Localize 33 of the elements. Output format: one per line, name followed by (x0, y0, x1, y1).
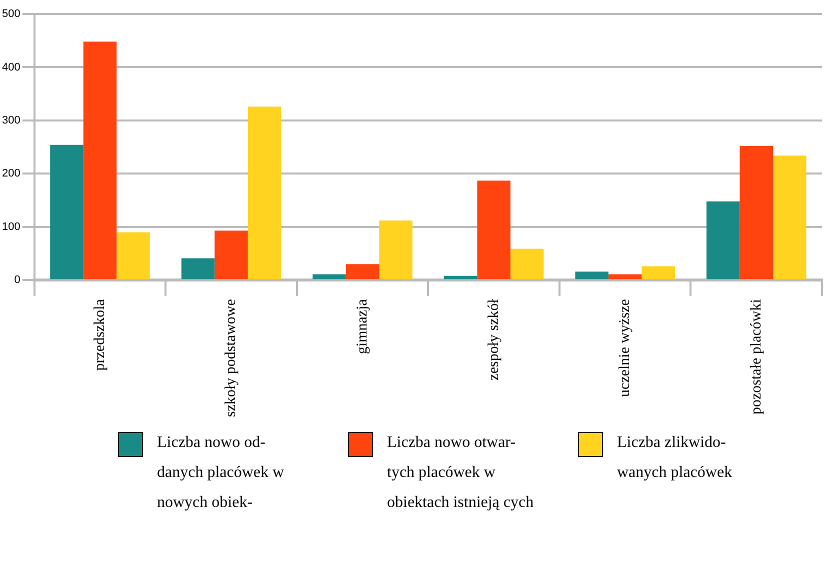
bar (642, 266, 675, 280)
legend-label: Liczba zlikwido- wanych placówek (617, 433, 734, 483)
bar (772, 156, 806, 280)
y-tick-label: 500 (2, 8, 20, 20)
legend-label: Liczba nowo od- danych placówek w nowych obiek- (157, 433, 286, 513)
bar (706, 201, 740, 280)
bar (575, 272, 608, 280)
bar (83, 42, 117, 280)
y-tick-label: 0 (14, 274, 20, 286)
bar (477, 180, 510, 280)
x-tick-label: gimnazja (354, 298, 370, 354)
legend-label: Liczba nowo otwar- tych placówek w obiektach istnieją cych (387, 433, 535, 513)
x-tick-label: pozostałe placówki (748, 299, 764, 414)
bar (181, 258, 215, 280)
x-tick-label: szkoły podstawowe (223, 298, 240, 418)
bar (740, 146, 773, 280)
y-tick-label: 200 (2, 168, 20, 180)
bar (510, 248, 544, 280)
bar (312, 274, 346, 280)
bar (444, 276, 478, 280)
bar (379, 220, 412, 280)
x-tick-label: zespoły szkół (486, 298, 502, 380)
bar (214, 230, 248, 280)
y-tick-label: 100 (2, 220, 20, 233)
x-tick-label: przedszkola (92, 298, 108, 371)
x-tick-label: uczelnie wyższe (617, 298, 634, 397)
y-tick-label: 300 (2, 114, 20, 126)
bar (608, 274, 642, 280)
bar (116, 232, 150, 280)
bar (50, 144, 84, 280)
bar (248, 106, 282, 280)
y-tick-label: 400 (2, 61, 20, 74)
bar (346, 264, 380, 280)
